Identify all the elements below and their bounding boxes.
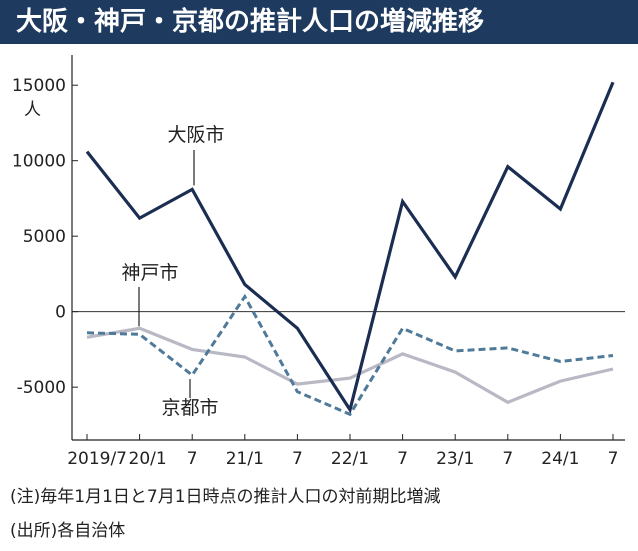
series-label-0: 大阪市 [167, 124, 224, 146]
y-tick-label: 10000 [12, 152, 66, 172]
series-label-1: 神戸市 [121, 262, 178, 284]
chart-axes: 15000 10000 5000 0 -5000 人 2019/7 20/1 7 21/1 7 22/… [12, 55, 625, 469]
x-tick-label: 7 [397, 449, 408, 469]
footnote-note: (注)毎年1月1日と7月1日時点の推計人口の対前期比増減 [10, 487, 441, 507]
footnote-source: (出所)各自治体 [10, 521, 126, 541]
series-line-1 [86, 326, 614, 405]
x-tick-label: 7 [608, 449, 619, 469]
x-tick-label: 7 [502, 449, 513, 469]
x-tick-label: 22/1 [331, 449, 369, 469]
x-tick-label: 24/1 [541, 449, 579, 469]
line-chart: 15000 10000 5000 0 -5000 人 2019/7 20/1 7 21/1 7 22/… [12, 55, 625, 469]
chart-title: 大阪・神戸・京都の推計人口の増減推移 [0, 0, 638, 44]
x-tick-label: 7 [187, 449, 198, 469]
y-tick-label: -5000 [17, 378, 66, 398]
x-tick-label: 7 [292, 449, 303, 469]
x-tick-label: 21/1 [226, 449, 264, 469]
series-line-2 [86, 293, 614, 417]
x-tick-label: 23/1 [436, 449, 474, 469]
series-line-0 [85, 81, 615, 414]
x-tick-label: 20/1 [129, 449, 167, 469]
series-label-2: 京都市 [161, 397, 218, 419]
y-tick-label: 5000 [23, 227, 66, 247]
x-tick-label: 2019/7 [67, 449, 127, 469]
y-tick-label: 15000 [12, 76, 66, 96]
y-tick-label: 0 [55, 303, 66, 323]
y-axis-unit: 人 [24, 100, 41, 120]
series-layer [85, 81, 615, 417]
